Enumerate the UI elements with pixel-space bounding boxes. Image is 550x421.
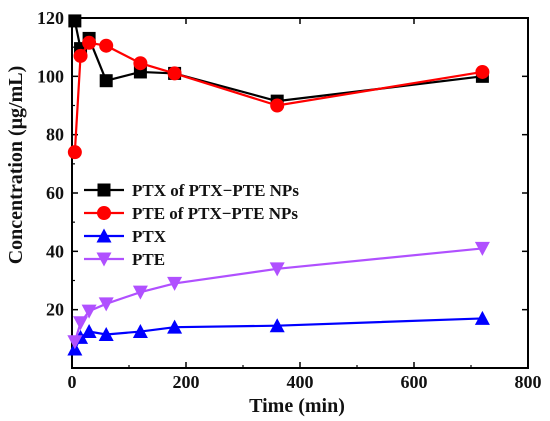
series-3 — [67, 241, 490, 350]
y-tick-label: 80 — [46, 125, 64, 145]
data-point — [133, 56, 148, 71]
series-layer — [67, 14, 490, 356]
legend-marker — [97, 206, 111, 220]
data-point — [132, 324, 148, 339]
data-point — [474, 241, 490, 256]
y-tick-label: 120 — [37, 8, 64, 28]
y-axis-label: Concentration (μg/mL) — [5, 66, 27, 265]
data-point — [167, 276, 183, 291]
x-tick-label: 800 — [515, 372, 542, 392]
x-tick-label: 200 — [173, 372, 200, 392]
data-point — [81, 304, 97, 319]
data-point — [269, 262, 285, 277]
legend-marker — [97, 183, 111, 197]
axis-labels: Time (min) Concentration (μg/mL) — [5, 66, 345, 417]
data-point — [270, 98, 285, 113]
legend-marker — [96, 228, 112, 243]
series-2 — [67, 310, 490, 356]
y-tick-label: 40 — [46, 241, 64, 261]
data-point — [67, 335, 83, 350]
data-point — [167, 66, 182, 81]
y-tick-label: 100 — [37, 66, 64, 86]
data-point — [81, 324, 97, 339]
legend-label: PTE — [132, 250, 165, 269]
data-point — [132, 285, 148, 300]
y-tick-label: 20 — [46, 300, 64, 320]
x-tick-label: 0 — [68, 372, 77, 392]
series-1 — [67, 35, 490, 160]
data-point — [475, 64, 490, 79]
x-tick-label: 600 — [401, 372, 428, 392]
data-point — [67, 145, 82, 160]
legend-label: PTX of PTX−PTE NPs — [132, 181, 299, 200]
data-point — [99, 38, 114, 53]
x-axis-label: Time (min) — [249, 395, 345, 417]
x-tick-label: 400 — [287, 372, 314, 392]
y-tick-label: 60 — [46, 183, 64, 203]
data-point — [98, 326, 114, 341]
data-point — [98, 297, 114, 312]
legend: PTX of PTX−PTE NPs PTE of PTX−PTE NPs PTX P… — [84, 181, 299, 269]
data-point — [269, 318, 285, 333]
legend-label: PTX — [132, 227, 167, 246]
data-point — [73, 316, 89, 331]
series-0 — [68, 14, 489, 108]
data-point — [167, 319, 183, 334]
legend-label: PTE of PTX−PTE NPs — [132, 204, 298, 223]
data-point — [474, 310, 490, 325]
data-point — [82, 35, 97, 50]
legend-marker — [96, 252, 112, 267]
axes-layer: 0 200 400 600 800 20 40 60 80 100 120 — [37, 8, 542, 392]
data-point — [99, 74, 113, 88]
data-point — [73, 48, 88, 63]
data-point — [68, 14, 82, 28]
